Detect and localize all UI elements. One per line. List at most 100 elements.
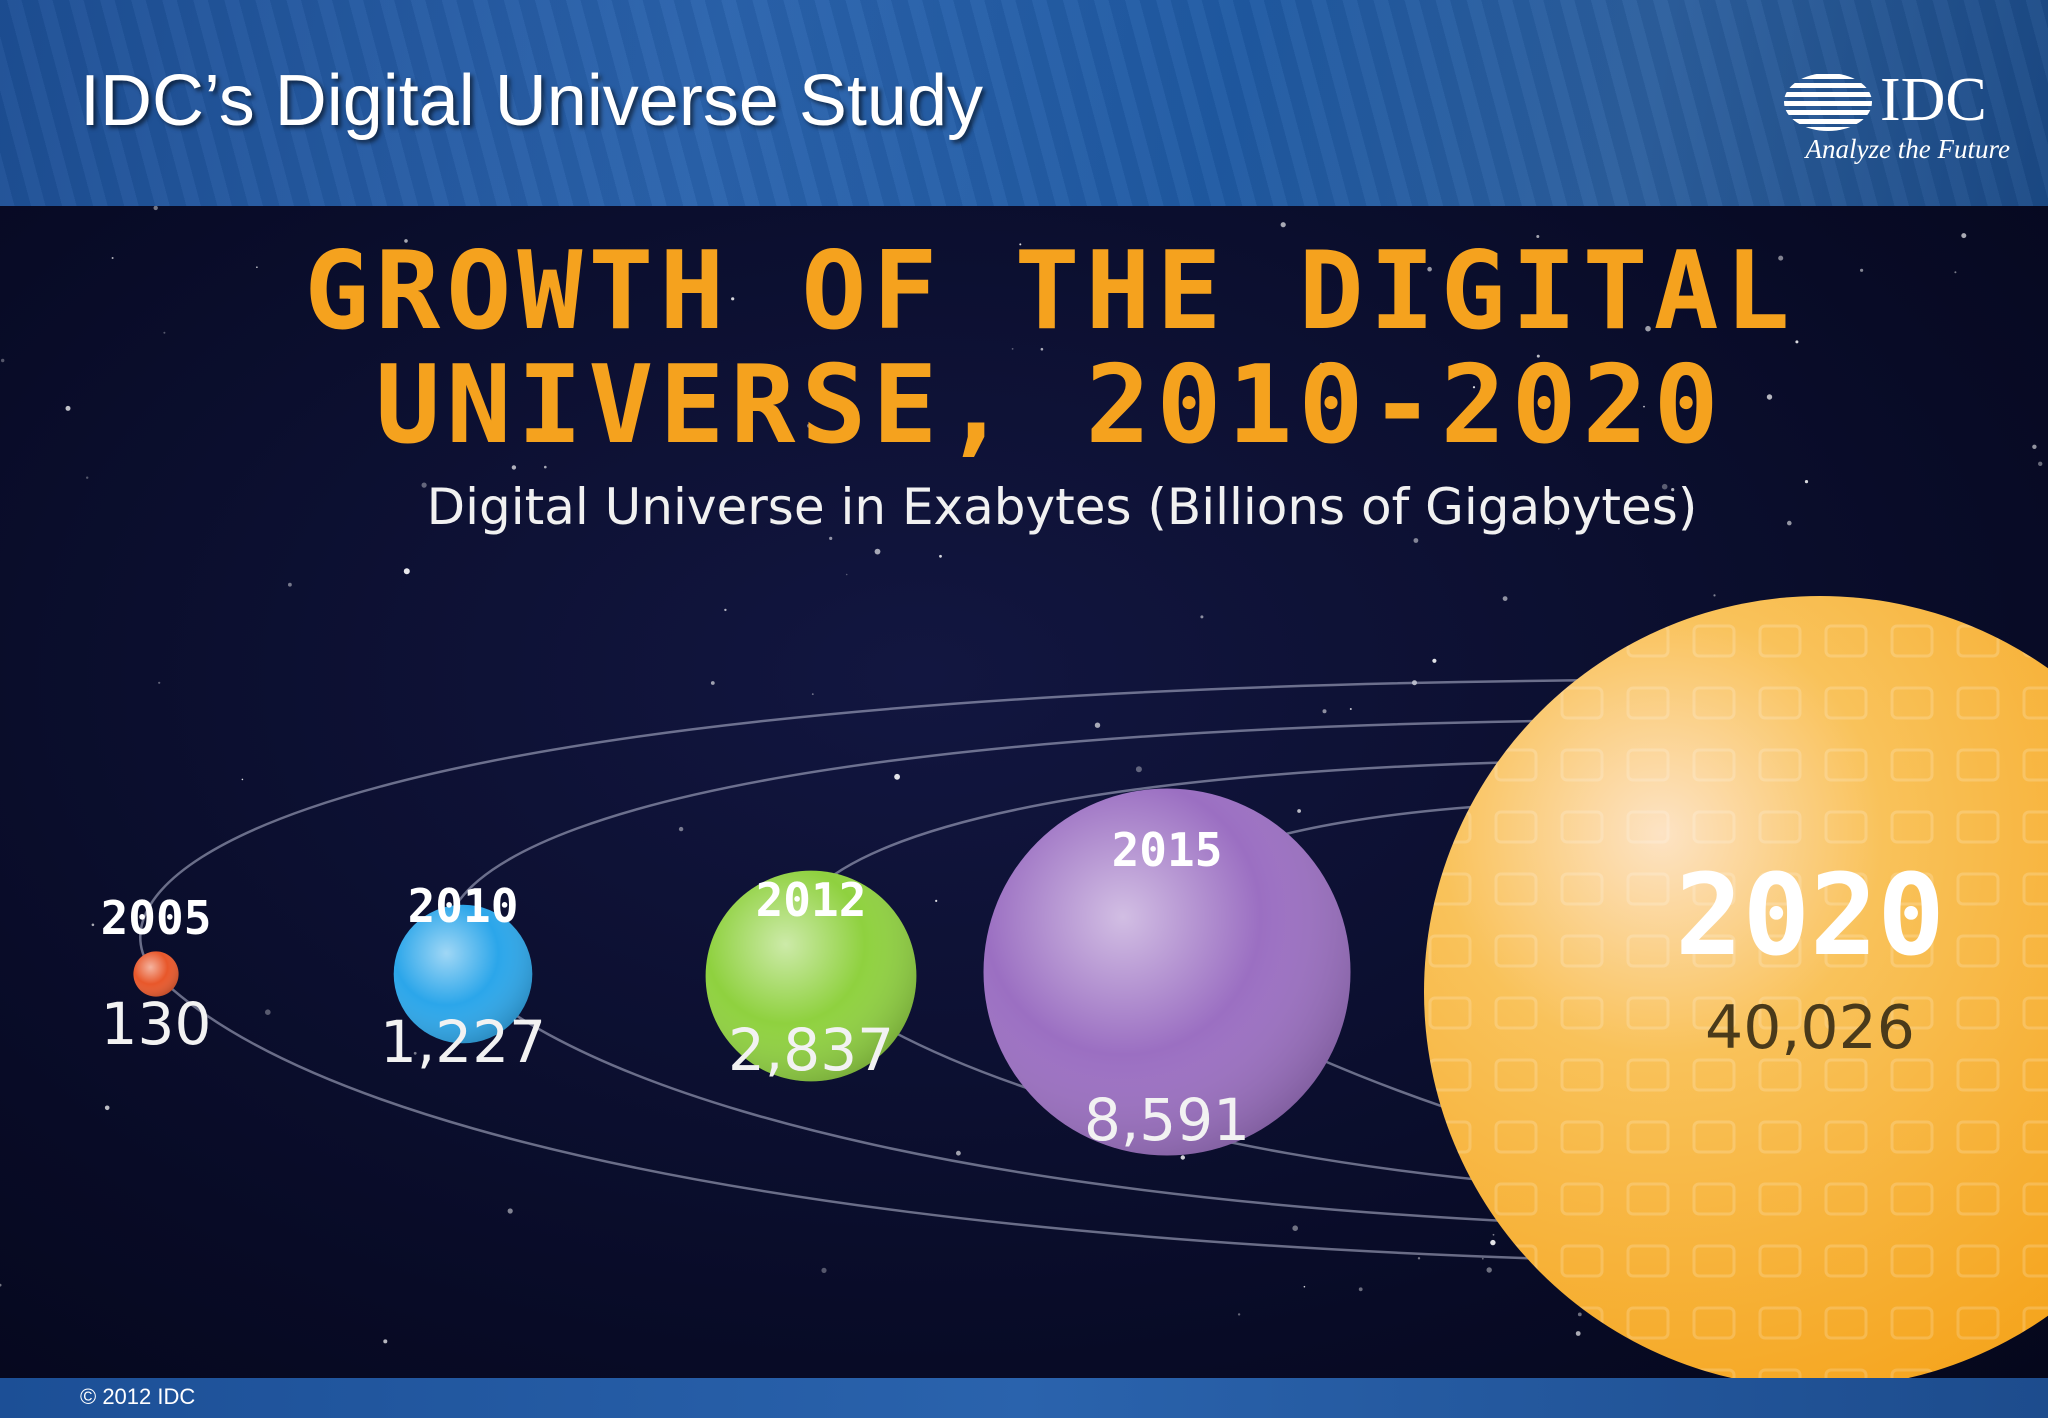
device-icon	[1692, 1058, 1736, 1092]
device-icon	[1428, 686, 1472, 720]
device-icon	[1824, 934, 1868, 968]
device-icon	[1560, 872, 1604, 906]
star	[383, 1339, 388, 1344]
device-icon	[2022, 872, 2048, 906]
device-icon	[1692, 1182, 1736, 1216]
star	[1040, 347, 1044, 351]
slide-title: IDC’s Digital Universe Study	[80, 61, 983, 141]
device-icon	[2022, 1244, 2048, 1278]
globe-stripes-icon	[1784, 74, 1872, 131]
star	[1427, 266, 1432, 272]
device-icon	[1956, 1182, 2000, 1216]
star	[347, 296, 351, 299]
star	[1671, 488, 1675, 492]
star	[91, 923, 95, 927]
device-icon	[1956, 1058, 2000, 1092]
bubbles-layer	[133, 788, 1351, 1156]
star	[256, 266, 258, 268]
device-icon	[1692, 1244, 1736, 1278]
device-icon	[1956, 1368, 2000, 1378]
star	[1011, 348, 1014, 350]
star	[1860, 268, 1864, 272]
device-icon	[1758, 1058, 1802, 1092]
star	[1492, 1233, 1495, 1236]
star	[678, 826, 684, 832]
device-icon	[1494, 872, 1538, 906]
year-label-2015: 2015	[1112, 823, 1223, 877]
device-icon	[1956, 934, 2000, 968]
star	[2032, 444, 2037, 449]
star	[1643, 405, 1645, 408]
device-icon	[2022, 1058, 2048, 1092]
star	[1417, 1257, 1421, 1260]
star	[1486, 1267, 1492, 1273]
star	[956, 1150, 961, 1156]
device-icon	[1428, 934, 1472, 968]
star	[1536, 354, 1540, 358]
star	[845, 311, 849, 315]
star	[1349, 708, 1352, 710]
device-icon	[1692, 1306, 1736, 1340]
labels-layer: 2005 130 2010 1,227 2012 2,837 2015 8,591 2020 40…	[101, 823, 1945, 1154]
star	[104, 1105, 110, 1111]
device-icon	[1494, 810, 1538, 844]
star	[511, 465, 517, 470]
device-icon	[2022, 996, 2048, 1030]
device-icon	[1560, 1182, 1604, 1216]
device-icon	[1692, 996, 1736, 1030]
device-icon	[1758, 686, 1802, 720]
device-icon	[1956, 872, 2000, 906]
device-icon	[1560, 624, 1604, 658]
device-icon	[1626, 1368, 1670, 1378]
year-label-2012: 2012	[756, 873, 867, 927]
device-icon	[1494, 934, 1538, 968]
star	[829, 536, 833, 540]
star	[1319, 362, 1324, 367]
device-icon	[1824, 1120, 1868, 1154]
value-label-2015: 8,591	[1084, 1086, 1250, 1154]
device-icon	[1428, 1182, 1472, 1216]
device-icon	[1890, 624, 1934, 658]
device-icon	[1560, 686, 1604, 720]
device-icon	[1956, 1306, 2000, 1340]
device-icon	[1560, 1368, 1604, 1378]
device-icon	[1692, 686, 1736, 720]
device-icon	[1824, 1182, 1868, 1216]
logo-tagline: Analyze the Future	[1805, 134, 2010, 164]
device-icon	[1494, 686, 1538, 720]
device-icon	[1560, 996, 1604, 1030]
bubble-2020	[1424, 596, 2048, 1378]
device-icon	[1890, 1306, 1934, 1340]
star	[724, 608, 727, 612]
device-icon	[1626, 1058, 1670, 1092]
device-icon	[1494, 1120, 1538, 1154]
star	[241, 778, 244, 781]
chart-subtitle: Digital Universe in Exabytes (Billions o…	[427, 478, 1698, 536]
star	[1575, 1331, 1581, 1336]
infographic-panel: GROWTH OF THE DIGITAL UNIVERSE, 2010-202…	[0, 206, 2048, 1378]
device-icon	[1824, 1244, 1868, 1278]
device-icon	[1890, 1120, 1934, 1154]
device-icon	[1626, 996, 1670, 1030]
device-icon	[1956, 748, 2000, 782]
bubble-shading	[705, 870, 917, 1082]
device-icon	[1494, 1368, 1538, 1378]
star	[1766, 394, 1773, 400]
star	[1303, 1285, 1306, 1288]
device-icon	[1824, 810, 1868, 844]
device-icon	[1758, 996, 1802, 1030]
star	[1094, 722, 1101, 728]
device-icon	[1758, 810, 1802, 844]
device-icon	[1692, 1368, 1736, 1378]
device-icon	[1626, 872, 1670, 906]
value-label-2010: 1,227	[380, 1008, 546, 1076]
device-icon	[2022, 624, 2048, 658]
device-icon	[1758, 1368, 1802, 1378]
device-icon	[1626, 1120, 1670, 1154]
device-icon	[1890, 996, 1934, 1030]
star	[1292, 1225, 1298, 1231]
bubble-shading	[393, 904, 533, 1044]
star	[1019, 243, 1022, 246]
year-label-2005: 2005	[101, 891, 212, 945]
star	[1645, 325, 1651, 332]
